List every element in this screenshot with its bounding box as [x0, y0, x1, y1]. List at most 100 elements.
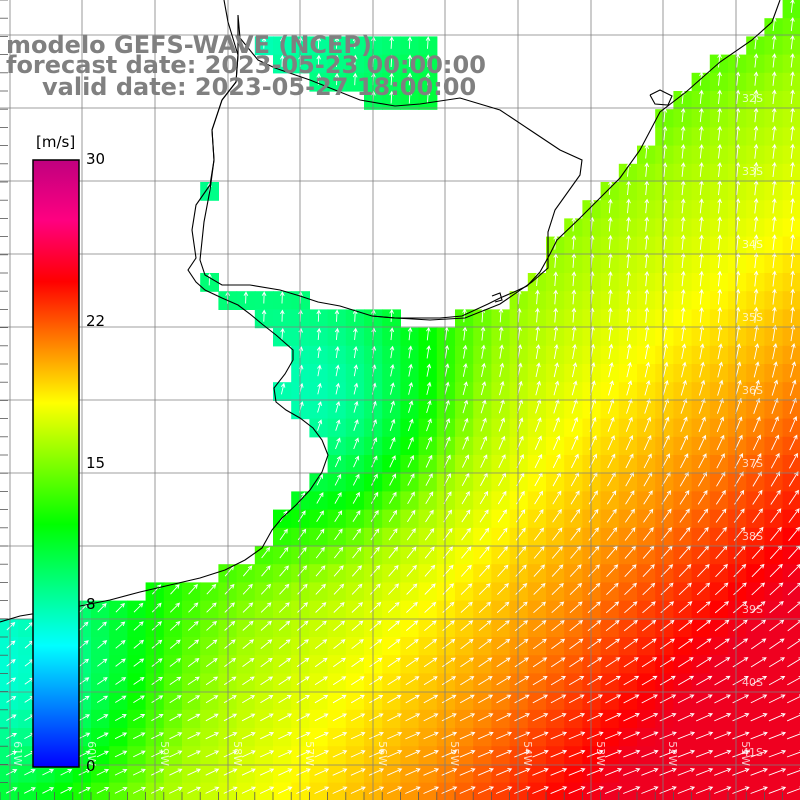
arrow-icon — [642, 601, 656, 614]
arrow-icon — [242, 676, 255, 686]
arrow-icon — [478, 583, 491, 595]
arrow-icon — [626, 325, 632, 341]
arrow-icon — [624, 564, 637, 578]
arrow-icon — [661, 434, 670, 451]
arrow-icon — [772, 161, 777, 178]
arrow-icon — [389, 473, 397, 486]
arrow-icon — [6, 659, 16, 667]
arrow-icon — [553, 417, 560, 432]
arrow-icon — [242, 583, 253, 595]
arrow-icon — [678, 582, 692, 596]
arrow-icon — [714, 749, 732, 758]
arrow-icon — [769, 619, 785, 632]
arrow-icon — [717, 234, 722, 250]
arrow-icon — [352, 546, 362, 559]
arrow-icon — [735, 343, 741, 360]
arrow-icon — [717, 198, 722, 214]
arrow-icon — [387, 786, 403, 794]
arrow-icon — [625, 416, 633, 432]
arrow-icon — [752, 452, 762, 469]
arrow-icon — [133, 676, 145, 685]
arrow-icon — [332, 768, 348, 776]
arrow-icon — [389, 345, 395, 359]
arrow-icon — [608, 289, 613, 305]
arrow-icon — [497, 527, 508, 541]
arrow-icon — [425, 473, 433, 486]
arrow-icon — [169, 658, 182, 667]
arrow-icon — [442, 620, 455, 632]
arrow-icon — [280, 309, 285, 322]
longitude-label: 58W — [231, 741, 244, 766]
arrow-icon — [461, 472, 470, 487]
arrow-icon — [481, 362, 486, 377]
field-cell — [109, 691, 128, 711]
arrow-icon — [699, 270, 704, 287]
arrow-icon — [23, 787, 36, 794]
arrow-icon — [588, 490, 598, 505]
arrow-icon — [60, 787, 73, 794]
longitude-label: 51W — [739, 741, 752, 766]
arrow-icon — [333, 602, 345, 613]
arrow-icon — [405, 750, 421, 758]
arrow-icon — [624, 508, 635, 523]
arrow-icon — [680, 234, 686, 250]
arrow-icon — [334, 36, 340, 49]
arrow-icon — [169, 639, 181, 649]
arrow-icon — [407, 491, 415, 505]
arrow-icon — [550, 657, 566, 668]
field-cell — [527, 491, 547, 511]
arrow-icon — [477, 731, 494, 740]
arrow-icon — [368, 750, 385, 758]
arrow-icon — [441, 713, 457, 722]
arrow-icon — [753, 89, 759, 105]
arrow-icon — [333, 546, 344, 559]
arrow-icon — [479, 509, 489, 523]
arrow-icon — [279, 565, 289, 577]
arrow-icon — [332, 676, 347, 686]
latitude-label: 35S — [742, 311, 763, 324]
arrow-icon — [514, 749, 531, 758]
arrow-icon — [534, 490, 543, 505]
arrow-icon — [279, 546, 289, 559]
arrow-icon — [787, 694, 800, 704]
arrow-icon — [623, 694, 640, 704]
arrow-icon — [699, 216, 704, 232]
arrow-icon — [698, 471, 707, 487]
arrow-icon — [97, 677, 108, 685]
arrow-icon — [261, 291, 267, 304]
arrow-icon — [496, 638, 511, 650]
arrow-icon — [750, 749, 768, 758]
arrow-icon — [624, 545, 637, 559]
arrow-icon — [462, 308, 467, 323]
arrow-icon — [350, 694, 365, 704]
arrow-icon — [642, 582, 656, 596]
arrow-icon — [332, 694, 347, 704]
arrow-icon — [680, 307, 686, 323]
arrow-icon — [388, 528, 398, 541]
arrow-icon — [568, 767, 586, 776]
arrow-icon — [223, 695, 237, 704]
arrow-icon — [296, 750, 311, 758]
arrow-icon — [768, 694, 786, 704]
arrow-icon — [623, 638, 639, 650]
arrow-icon — [662, 416, 670, 432]
arrow-icon — [462, 362, 468, 377]
arrow-icon — [697, 526, 709, 541]
arrow-icon — [298, 510, 306, 522]
arrow-icon — [242, 657, 255, 667]
arrow-icon — [479, 527, 490, 541]
arrow-icon — [425, 454, 433, 468]
arrow-icon — [771, 416, 779, 433]
arrow-icon — [772, 234, 777, 250]
arrow-icon — [789, 416, 798, 433]
arrow-icon — [480, 381, 487, 396]
arrow-icon — [643, 434, 652, 451]
arrow-icon — [441, 786, 458, 794]
arrow-icon — [424, 546, 435, 559]
arrow-icon — [169, 732, 183, 740]
field-cell — [673, 564, 693, 583]
arrow-icon — [770, 471, 781, 487]
arrow-icon — [352, 510, 361, 523]
arrow-icon — [735, 397, 742, 414]
arrow-icon — [223, 732, 238, 740]
